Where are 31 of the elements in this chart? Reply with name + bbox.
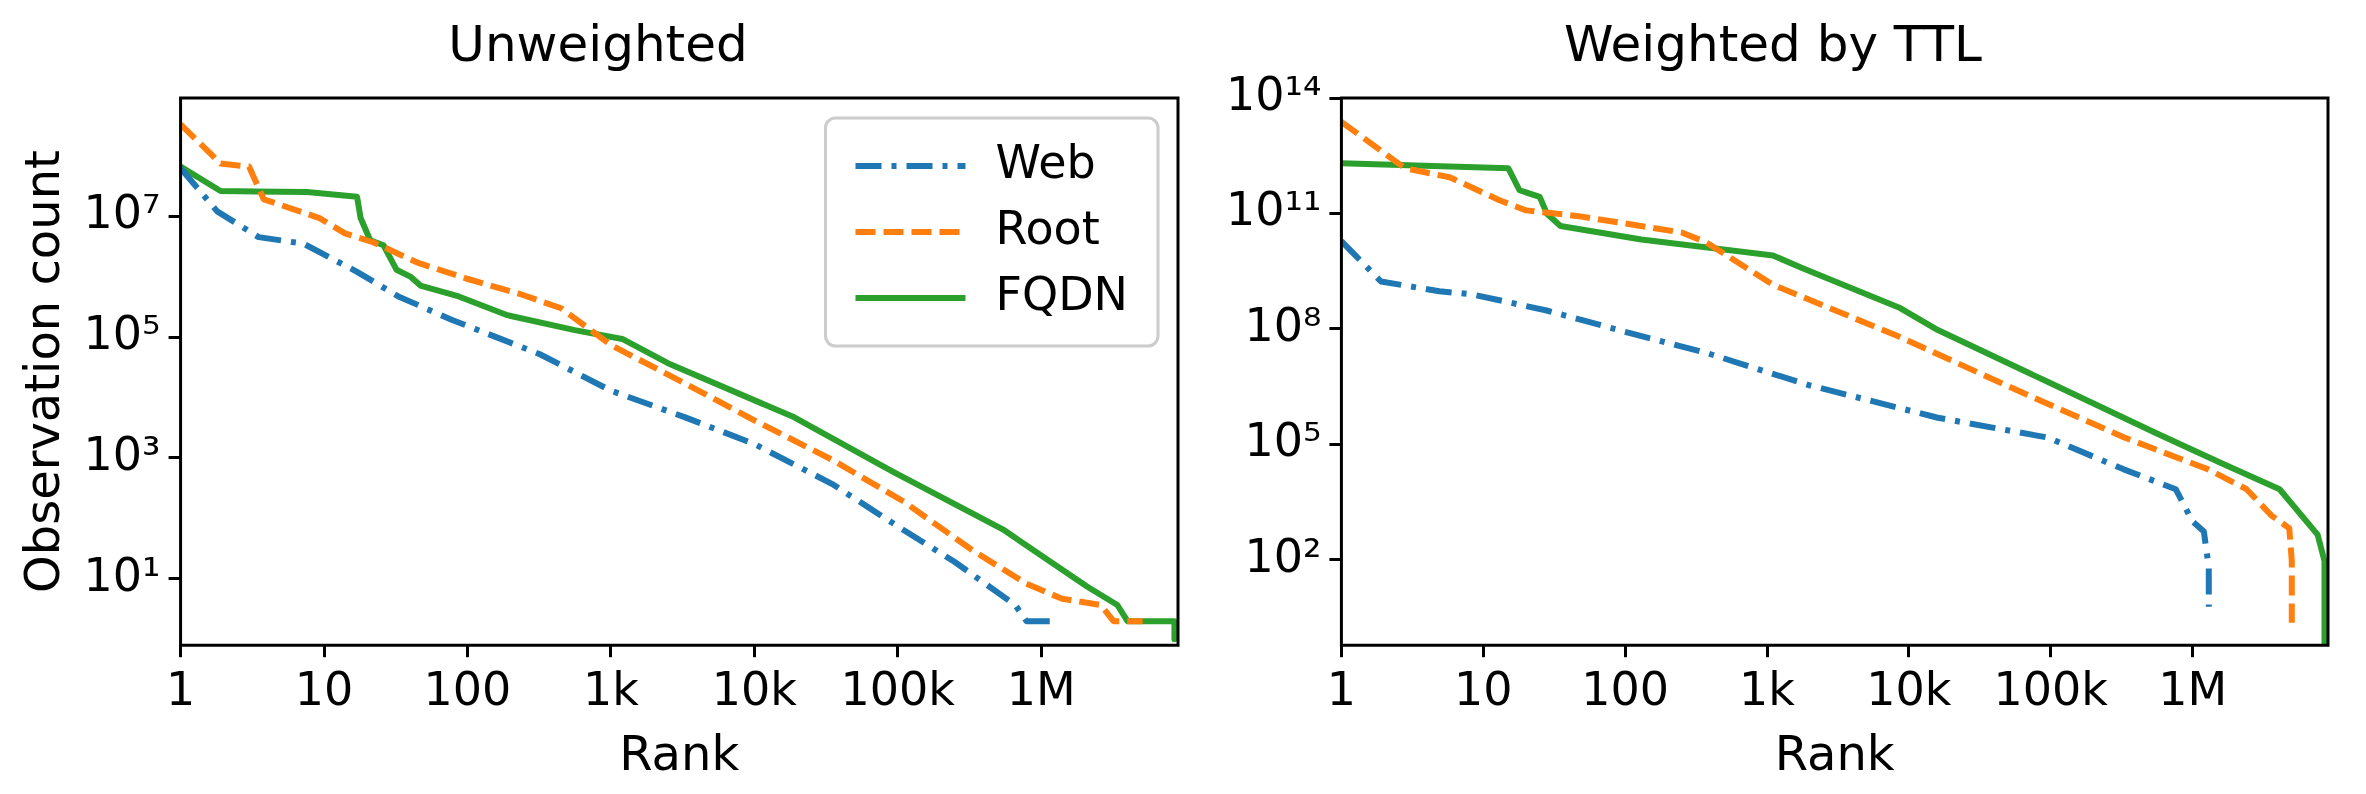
legend-label: Root bbox=[995, 200, 1100, 255]
x-tick-label: 10 bbox=[294, 661, 354, 716]
y-tick-label: 10² bbox=[1244, 528, 1322, 583]
x-tick-label: 1k bbox=[1739, 661, 1796, 716]
legend-label: FQDN bbox=[995, 266, 1128, 321]
x-tick-label: 10k bbox=[711, 661, 798, 716]
x-axis-title: Rank bbox=[1774, 724, 1895, 781]
y-tick-label: 10⁸ bbox=[1244, 297, 1322, 352]
x-tick-label: 100k bbox=[840, 661, 956, 716]
x-tick-label: 1M bbox=[1006, 661, 1076, 716]
x-tick-label: 1k bbox=[582, 661, 640, 716]
chart-title: Weighted by TTL bbox=[1564, 14, 1983, 73]
x-tick-label: 1 bbox=[165, 661, 196, 716]
y-tick-label: 10⁷ bbox=[83, 185, 161, 240]
x-axis-title: Rank bbox=[619, 724, 740, 781]
y-tick-label: 10³ bbox=[83, 426, 161, 481]
x-tick-label: 100 bbox=[423, 661, 512, 716]
y-tick-label: 10¹⁴ bbox=[1225, 66, 1322, 121]
x-tick-label: 10k bbox=[1866, 661, 1952, 716]
x-tick-label: 100 bbox=[1581, 661, 1670, 716]
y-tick-label: 10⁵ bbox=[83, 306, 161, 361]
y-axis-title: Observation count bbox=[14, 150, 71, 594]
y-tick-label: 10¹ bbox=[83, 547, 161, 602]
x-tick-label: 1 bbox=[1326, 661, 1357, 716]
x-tick-label: 10 bbox=[1454, 661, 1513, 716]
y-tick-label: 10¹¹ bbox=[1225, 182, 1322, 237]
x-tick-label: 1M bbox=[2158, 661, 2228, 716]
legend-label: Web bbox=[995, 134, 1096, 189]
x-tick-label: 100k bbox=[1993, 661, 2109, 716]
y-tick-label: 10⁵ bbox=[1244, 413, 1322, 468]
chart-title: Unweighted bbox=[448, 14, 748, 73]
